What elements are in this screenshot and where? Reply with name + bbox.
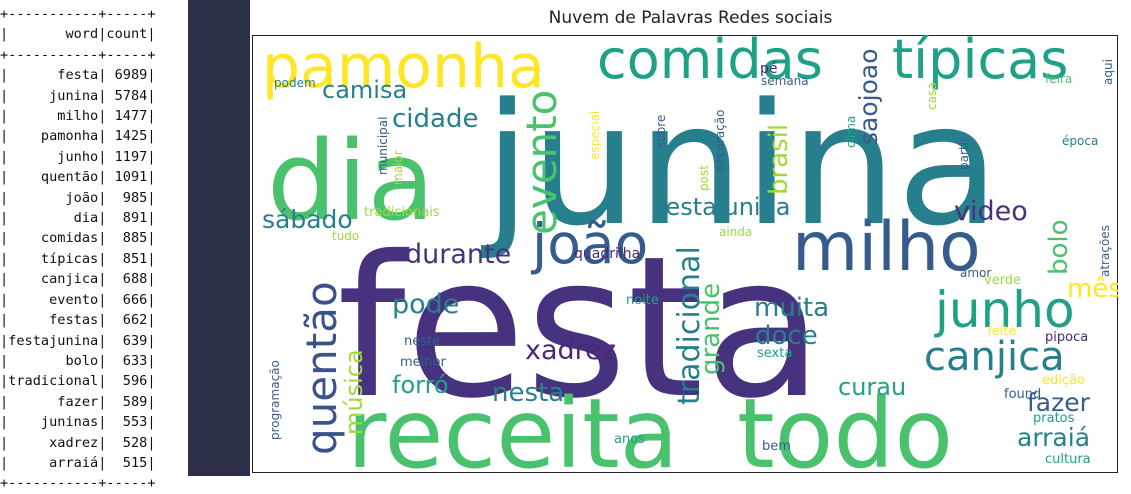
cloud-word: nesta xyxy=(492,378,564,408)
cloud-word: noite xyxy=(626,293,659,308)
cloud-word: junho xyxy=(934,281,1075,339)
cloud-word: podem xyxy=(274,76,316,90)
cloud-word: amor xyxy=(960,266,991,280)
cloud-word: grande xyxy=(696,283,726,375)
cloud-word: partir xyxy=(957,137,971,170)
cloud-word: bolo xyxy=(1044,219,1074,275)
cloud-word: mês xyxy=(1067,274,1118,304)
cloud-word: festa xyxy=(337,214,823,441)
cloud-word: feira xyxy=(1045,72,1072,86)
cloud-word: receita xyxy=(347,378,678,473)
cloud-word: pamonha xyxy=(262,35,545,102)
cloud-word: pé xyxy=(760,61,778,77)
cloud-word: música xyxy=(340,349,368,435)
cloud-word: muita xyxy=(754,293,829,323)
cloud-word: semana xyxy=(761,74,809,88)
cloud-word: video xyxy=(954,196,1028,227)
cloud-word: sexta xyxy=(757,346,792,361)
cloud-word: casa xyxy=(925,82,939,110)
cloud-word: pratos xyxy=(1033,411,1075,426)
cloud-word: maior xyxy=(391,150,405,185)
cloud-word: canjica xyxy=(924,334,1065,380)
cloud-word: aqui xyxy=(1101,59,1115,85)
cloud-word: atrações xyxy=(1098,225,1112,277)
cloud-word: anos xyxy=(614,432,645,447)
cloud-word: dia xyxy=(267,117,435,245)
cloud-word: tradicional xyxy=(672,246,707,405)
cloud-word: arraiá xyxy=(1017,423,1090,452)
cloud-word: decoração xyxy=(713,109,727,172)
cloud-word: tradicionais xyxy=(364,205,440,220)
cloud-word: edição xyxy=(1042,373,1085,388)
panel-divider xyxy=(188,0,250,476)
word-count-table: +-----------+-----+ | word|count| +-----… xyxy=(0,6,156,492)
cloud-word: época xyxy=(1062,134,1098,148)
cloud-word: pode xyxy=(392,289,459,320)
cloud-word: típicas xyxy=(892,35,1068,91)
cloud-word: camisa xyxy=(322,76,407,104)
cloud-word: comidas xyxy=(597,35,823,91)
cloud-word: junina xyxy=(480,67,1000,263)
cloud-word: programação xyxy=(268,360,282,440)
cloud-word: clima xyxy=(844,116,858,148)
cloud-word: post xyxy=(697,165,711,191)
cloud-word: cidade xyxy=(392,104,478,134)
cloud-word: milho xyxy=(792,208,981,287)
cloud-word: bem xyxy=(762,439,791,454)
cloud-word: ainda xyxy=(719,225,752,239)
cloud-word: sábado xyxy=(262,205,353,234)
cloud-word: evento xyxy=(517,90,566,235)
cloud-word: durante xyxy=(405,239,511,270)
cloud-word: brasil xyxy=(764,124,794,195)
cloud-frame xyxy=(252,35,1118,473)
cloud-word: doce xyxy=(755,321,818,351)
cloud-word: todo xyxy=(737,378,953,473)
cloud-word: joão xyxy=(531,212,648,276)
cloud-word: melhor xyxy=(400,355,446,370)
cloud-word: tudo xyxy=(332,229,359,243)
cloud-word: pipoca xyxy=(1045,330,1088,345)
cloud-word: cultura xyxy=(1045,452,1091,467)
cloud-word: saojoao xyxy=(854,49,883,146)
cloud-word: municipal xyxy=(376,117,390,175)
cloud-title: Nuvem de Palavras Redes sociais xyxy=(548,8,833,28)
cloud-word: found xyxy=(1004,387,1041,402)
cloud-word: festajunina xyxy=(657,193,791,221)
cloud-word: especial xyxy=(588,111,602,160)
word-cloud-panel xyxy=(250,0,1131,476)
cloud-word: xadrez xyxy=(525,335,616,366)
cloud-word: forró xyxy=(392,371,449,399)
cloud-word: leite xyxy=(988,324,1016,339)
cloud-word: neste xyxy=(404,334,440,349)
cloud-word: sobre xyxy=(654,115,668,148)
cloud-word: fazer xyxy=(1027,388,1091,417)
word-count-table-panel: +-----------+-----+ | word|count| +-----… xyxy=(0,0,188,491)
cloud-word: quentão xyxy=(297,281,346,455)
cloud-word: verde xyxy=(984,273,1021,288)
cloud-word: quadrilha xyxy=(574,246,640,262)
cloud-word: curau xyxy=(838,373,906,401)
